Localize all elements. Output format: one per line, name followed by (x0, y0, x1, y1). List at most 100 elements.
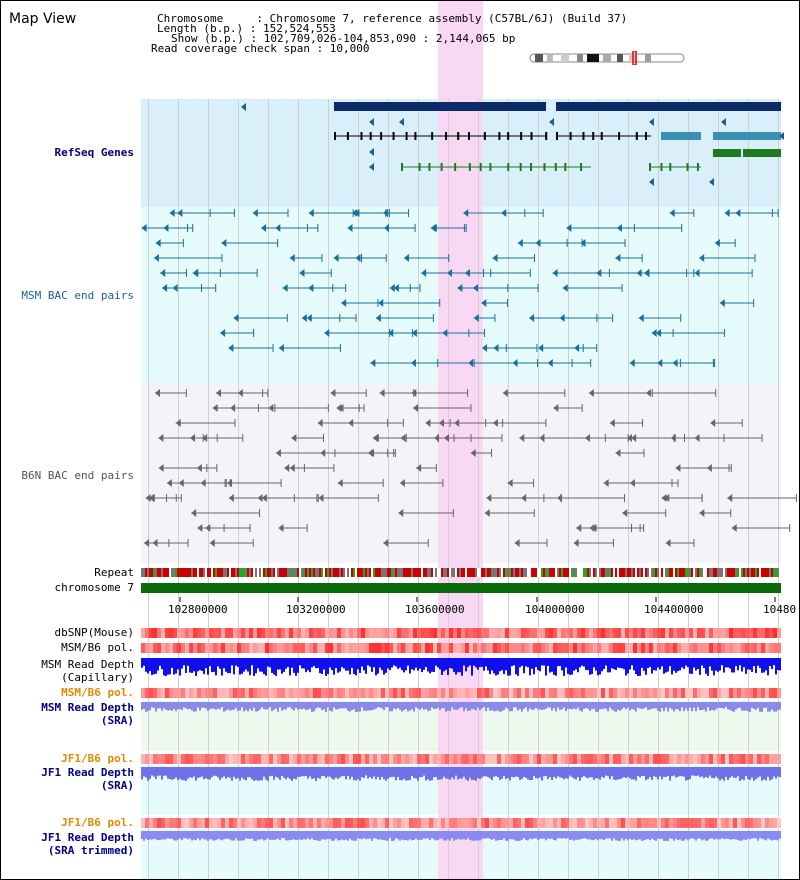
repeat-segment (239, 568, 241, 577)
b6n-bac-pair-end (502, 389, 508, 397)
msm-depth-cap-bar (387, 658, 389, 669)
msm-b6-pol-cell (745, 643, 749, 653)
track-label-jf1-depth-sra-1[interactable]: JF1 Read Depth (41, 766, 134, 779)
repeat-segment (319, 568, 321, 577)
jf1-b6-pol-cell (577, 818, 581, 828)
b6n-bac-pair-end (539, 434, 545, 442)
jf1-b6-pol-cell (189, 818, 193, 828)
jf1-depth-sra-bar (445, 767, 447, 779)
jf1-b6-pol-cell (161, 818, 165, 828)
msm-depth-sra-bar (735, 702, 737, 710)
track-label-msm-b6-pol-1[interactable]: MSM/B6 pol. (61, 641, 134, 654)
track-label-msm-depth-cap-1[interactable]: MSM Read Depth (41, 658, 134, 671)
jf1-depth-sra-bar (681, 767, 683, 777)
msm-depth-cap-bar (761, 658, 763, 673)
jf1-depth-sra-bar (337, 767, 339, 779)
b6n-bac-pair-end (275, 449, 281, 457)
jf1-depth-trim-bar (409, 831, 411, 840)
msm-depth-sra-bar (301, 702, 303, 710)
jf1-depth-trim-bar (281, 831, 283, 839)
jf1-b6-pol-cell (337, 754, 341, 764)
track-label-dbsnp[interactable]: dbSNP(Mouse) (54, 626, 134, 639)
msm-depth-cap-bar (639, 658, 641, 676)
msm-depth-sra-bar (349, 702, 351, 712)
jf1-b6-pol-cell (497, 818, 501, 828)
jf1-depth-sra-bar (239, 767, 241, 781)
jf1-b6-pol-cell (185, 754, 189, 764)
highlight-region[interactable] (438, 1, 483, 879)
jf1-b6-pol-cell (521, 754, 525, 764)
repeat-segment (681, 568, 683, 577)
jf1-b6-pol-cell (657, 754, 661, 764)
jf1-depth-sra-bar (741, 767, 743, 780)
msm-depth-sra-bar (187, 702, 189, 710)
refseq-gene-green-exon (440, 163, 443, 171)
track-label-msm-bac[interactable]: MSM BAC end pairs (21, 289, 134, 302)
repeat-segment (453, 568, 455, 577)
msm-b6-pol-cell (557, 643, 561, 653)
jf1-depth-trim-bar (271, 831, 273, 840)
jf1-b6-pol-cell (165, 754, 169, 764)
jf1-b6-pol-cell (641, 818, 645, 828)
chromosome-ideogram[interactable] (529, 51, 687, 65)
msm-depth-sra-bar (221, 702, 223, 708)
jf1-b6-pol-cell (481, 754, 485, 764)
msm-depth-cap-bar (477, 658, 479, 670)
b6n-bac-pair-end (338, 404, 344, 412)
track-label-repeat[interactable]: Repeat (94, 566, 134, 579)
jf1-b6-pol-cell (289, 818, 293, 828)
refseq-gene-exon (457, 132, 460, 140)
track-label-msm-depth-sra-1[interactable]: MSM Read Depth (41, 701, 134, 714)
msm-depth-cap-bar (649, 658, 651, 667)
jf1-depth-sra-bar (673, 767, 675, 776)
repeat-segment (755, 568, 757, 577)
msm-depth-sra-bar (581, 702, 583, 712)
jf1-depth-sra-bar (407, 767, 409, 781)
msm-depth-cap-bar (633, 658, 635, 671)
track-label-jf1-b6-pol-2[interactable]: JF1/B6 pol. (61, 816, 134, 829)
repeat-segment (757, 568, 759, 577)
jf1-depth-trim-bar (229, 831, 231, 840)
msm-depth-sra-bar (551, 702, 553, 711)
dbsnp-cell (725, 628, 729, 638)
msm-depth-sra-bar (679, 702, 681, 712)
msm-depth-cap-bar (395, 658, 397, 667)
gene-arrow (779, 132, 784, 140)
msm-b6-pol-cell (193, 643, 197, 653)
msm-depth-cap-bar (281, 658, 283, 674)
jf1-depth-trim-bar (549, 831, 551, 839)
msm-depth-sra-bar (341, 702, 343, 709)
jf1-depth-trim-bar (211, 831, 213, 840)
jf1-depth-sra-bar (387, 767, 389, 779)
jf1-depth-trim-bar (605, 831, 607, 839)
msm-depth-cap-bar (311, 658, 313, 668)
jf1-depth-sra-bar (611, 767, 613, 777)
track-label-b6n-bac[interactable]: B6N BAC end pairs (21, 469, 134, 482)
track-label-jf1-depth-trim-1[interactable]: JF1 Read Depth (41, 831, 134, 844)
jf1-b6-pol-cell (233, 818, 237, 828)
gene-arrow (241, 103, 246, 111)
repeat-segment (607, 568, 609, 577)
msm-b6-pol-cell (665, 643, 669, 653)
track-label-jf1-b6-pol-1[interactable]: JF1/B6 pol. (61, 752, 134, 765)
repeat-segment (379, 568, 381, 577)
track-label-msm-b6-pol-2[interactable]: MSM/B6 pol. (61, 686, 134, 699)
msm-depth-cap-bar (399, 658, 401, 668)
jf1-b6-pol-cell (573, 818, 577, 828)
msm-depth-sra-bar (229, 702, 231, 711)
track-label-refseq[interactable]: RefSeq Genes (54, 146, 134, 159)
msm-depth-sra-bar (747, 702, 749, 712)
msm-depth-cap-bar (621, 658, 623, 669)
jf1-depth-sra-bar (599, 767, 601, 780)
dbsnp-cell (421, 628, 425, 638)
grid-line (658, 99, 659, 879)
msm-bac-pair-end (481, 299, 487, 307)
dbsnp-cell (173, 628, 177, 638)
msm-bac-pair-end (383, 224, 389, 232)
jf1-depth-trim-bar (623, 831, 625, 841)
dbsnp-cell (473, 628, 477, 638)
jf1-depth-sra-bar (589, 767, 591, 778)
msm-depth-cap-bar (383, 658, 385, 675)
jf1-depth-sra-bar (323, 767, 325, 777)
